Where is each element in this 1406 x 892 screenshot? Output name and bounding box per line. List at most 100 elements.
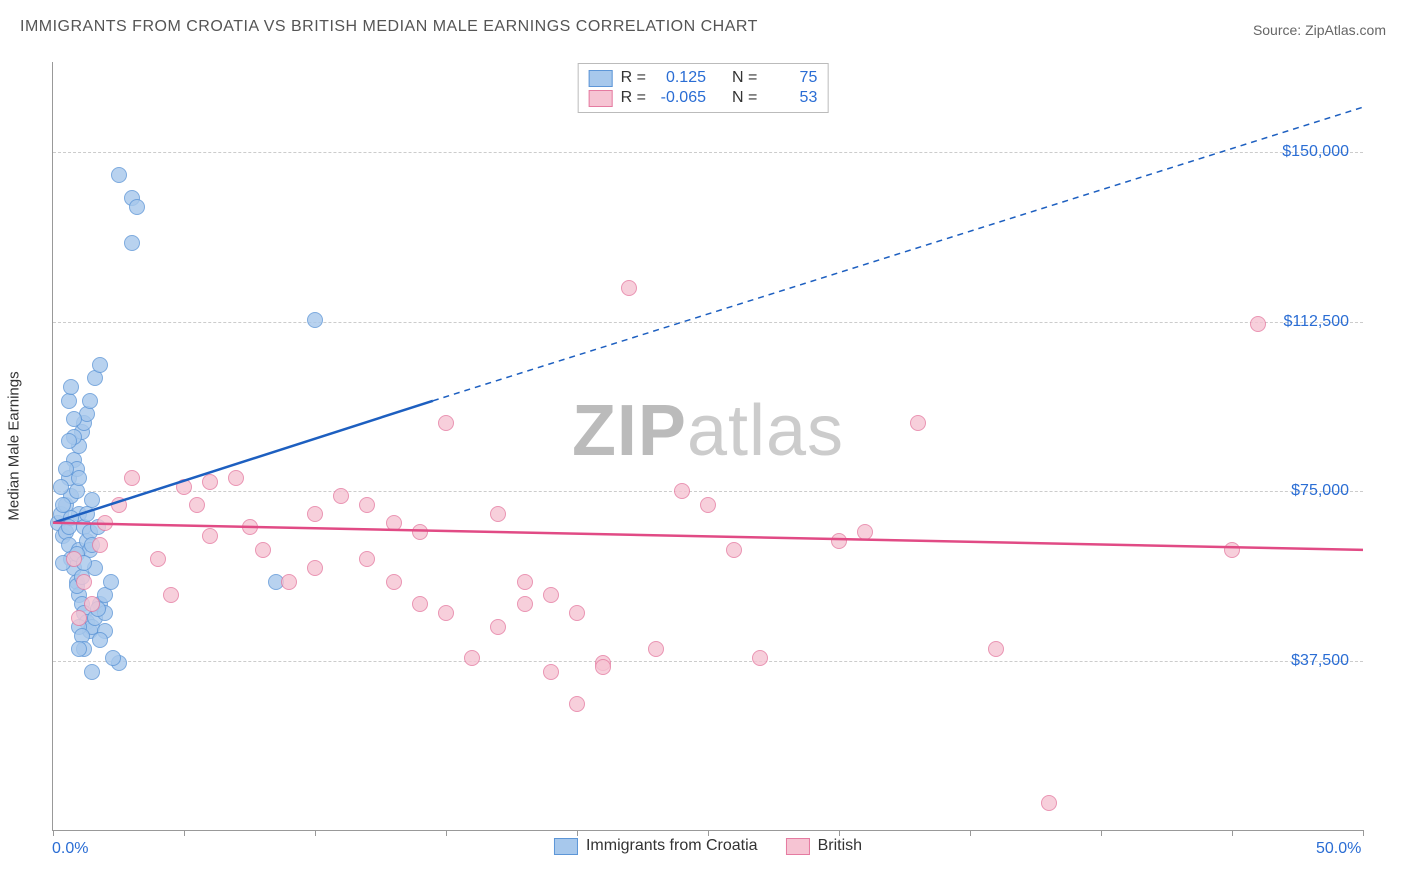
swatch-british [589,90,613,107]
scatter-point-croatia [103,574,119,590]
scatter-point-croatia [61,519,77,535]
watermark: ZIPatlas [572,390,844,472]
scatter-point-british [255,542,271,558]
scatter-point-british [595,659,611,675]
scatter-point-british [726,542,742,558]
scatter-point-croatia [58,461,74,477]
scatter-point-british [84,596,100,612]
y-tick-label: $150,000 [1282,143,1349,161]
scatter-point-croatia [53,479,69,495]
legend-item: Immigrants from Croatia [554,837,758,855]
scatter-point-croatia [105,650,121,666]
gridline [53,491,1363,492]
scatter-point-british [111,497,127,513]
scatter-point-british [988,641,1004,657]
scatter-point-croatia [82,393,98,409]
scatter-point-british [543,587,559,603]
scatter-point-british [202,474,218,490]
scatter-point-british [910,415,926,431]
scatter-point-british [412,524,428,540]
scatter-point-british [674,483,690,499]
scatter-point-british [242,519,258,535]
scatter-point-croatia [71,641,87,657]
scatter-point-british [71,610,87,626]
scatter-point-croatia [71,470,87,486]
scatter-point-croatia [84,664,100,680]
legend-item: British [786,837,862,855]
scatter-point-british [307,506,323,522]
scatter-point-british [490,619,506,635]
y-axis-label: Median Male Earnings [6,371,23,520]
scatter-point-british [386,515,402,531]
scatter-point-british [438,415,454,431]
legend-label: Immigrants from Croatia [586,837,758,855]
scatter-point-british [386,574,402,590]
n-label: N = [732,69,757,87]
bottom-legend: Immigrants from Croatia British [554,831,862,855]
scatter-point-british [438,605,454,621]
scatter-point-british [412,596,428,612]
legend-label: British [818,837,862,855]
scatter-point-british [700,497,716,513]
scatter-point-british [66,551,82,567]
scatter-point-croatia [61,433,77,449]
swatch-croatia [589,70,613,87]
scatter-point-croatia [69,483,85,499]
y-tick-label: $75,000 [1291,482,1349,500]
scatter-point-british [831,533,847,549]
scatter-point-british [1224,542,1240,558]
scatter-point-croatia [61,393,77,409]
stats-row-british: R =-0.065N =53 [589,88,818,108]
source-credit: Source: ZipAtlas.com [1253,22,1386,38]
scatter-point-croatia [129,199,145,215]
trend-lines-layer [53,62,1363,830]
gridline [53,322,1363,323]
n-label: N = [732,89,757,107]
watermark-atlas: atlas [687,391,844,471]
scatter-point-british [752,650,768,666]
trendline-dash-croatia [433,107,1363,401]
scatter-point-british [281,574,297,590]
watermark-zip: ZIP [572,391,687,471]
scatter-point-british [359,497,375,513]
r-label: R = [621,69,646,87]
scatter-point-croatia [111,167,127,183]
gridline [53,661,1363,662]
gridline [53,152,1363,153]
page-title: IMMIGRANTS FROM CROATIA VS BRITISH MEDIA… [20,18,758,36]
scatter-point-british [464,650,480,666]
scatter-point-british [189,497,205,513]
x-tick [53,830,54,836]
scatter-point-british [359,551,375,567]
x-label-left: 0.0% [52,840,88,858]
legend-swatch [554,838,578,855]
r-value: -0.065 [654,89,706,107]
scatter-point-croatia [92,357,108,373]
scatter-point-british [569,605,585,621]
legend-swatch [786,838,810,855]
x-tick [1101,830,1102,836]
scatter-point-british [92,537,108,553]
x-tick [970,830,971,836]
x-tick [184,830,185,836]
n-value: 75 [765,69,817,87]
scatter-point-croatia [55,497,71,513]
scatter-point-british [176,479,192,495]
scatter-point-croatia [66,411,82,427]
scatter-point-british [150,551,166,567]
y-tick-label: $112,500 [1283,313,1349,331]
scatter-point-british [543,664,559,680]
scatter-point-british [228,470,244,486]
x-label-right: 50.0% [1316,840,1361,858]
scatter-point-british [648,641,664,657]
scatter-point-british [202,528,218,544]
stats-legend-box: R =0.125N =75R =-0.065N =53 [578,63,829,113]
scatter-point-british [517,574,533,590]
scatter-point-british [307,560,323,576]
scatter-point-british [517,596,533,612]
scatter-point-croatia [124,235,140,251]
r-label: R = [621,89,646,107]
scatter-point-british [163,587,179,603]
x-tick [1232,830,1233,836]
scatter-point-british [1041,795,1057,811]
